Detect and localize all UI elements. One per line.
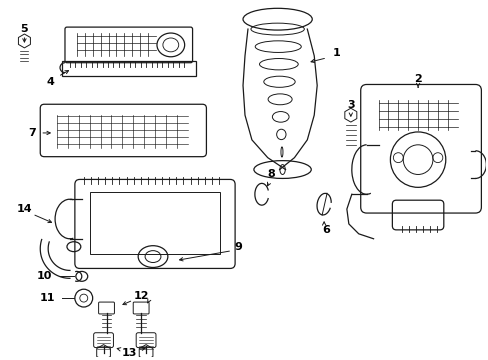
Text: 6: 6: [322, 225, 329, 235]
Text: 8: 8: [267, 170, 275, 180]
Text: 10: 10: [37, 271, 52, 282]
Text: 13: 13: [122, 347, 137, 357]
Bar: [89, 192, 220, 253]
Text: 3: 3: [346, 100, 354, 110]
Text: 12: 12: [133, 291, 148, 301]
Text: 5: 5: [20, 24, 28, 34]
Text: 9: 9: [234, 242, 242, 252]
Text: 14: 14: [17, 204, 32, 214]
Text: 7: 7: [28, 128, 36, 138]
Text: 1: 1: [332, 48, 340, 58]
Text: 11: 11: [40, 293, 55, 303]
Text: 2: 2: [413, 73, 421, 84]
Text: 4: 4: [46, 77, 54, 87]
